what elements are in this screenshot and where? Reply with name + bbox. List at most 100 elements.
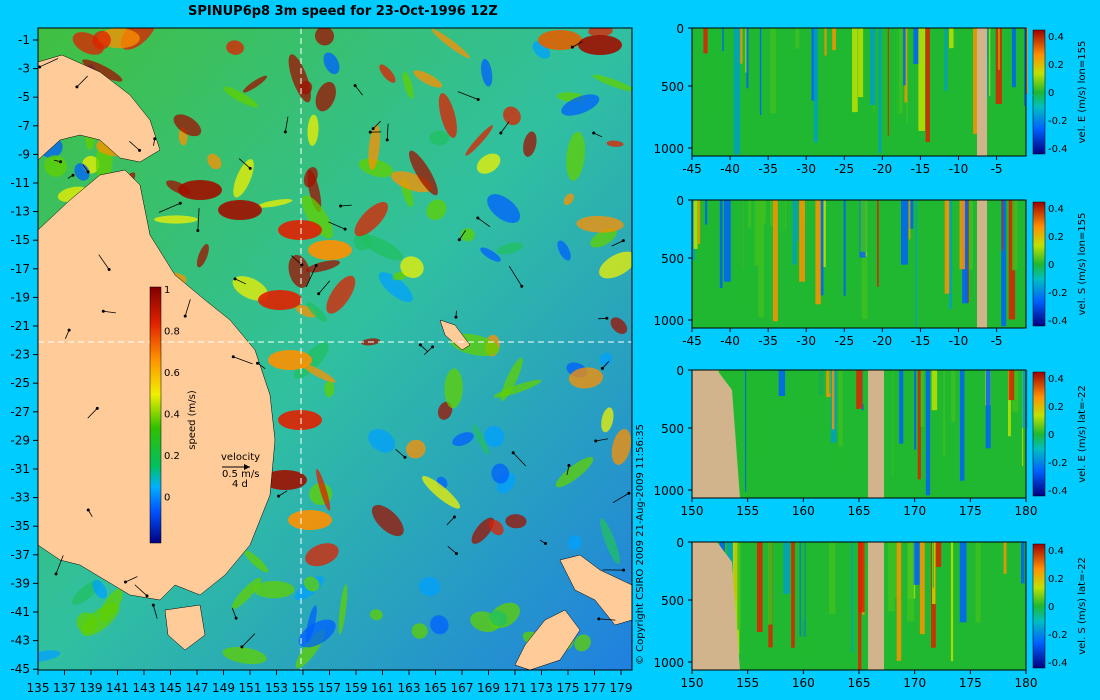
speed-eddy (371, 504, 404, 537)
section-stripe (1007, 370, 1011, 437)
velocity-vector (566, 465, 570, 476)
colorbar-ticks: 1 0.8 0.6 0.4 0.2 0 (164, 285, 180, 504)
speed-eddy (306, 302, 327, 323)
section-stripe (732, 542, 740, 655)
velocity-vector-head (385, 138, 389, 142)
speed-eddy (315, 81, 336, 112)
section-land (868, 370, 884, 498)
speed-eddy (81, 603, 120, 637)
speed-core (538, 30, 582, 50)
velocity-vector-head (597, 617, 601, 621)
velocity-vector-head (499, 131, 503, 135)
section-colorbar-tick-label: 0.4 (1048, 374, 1064, 385)
depth-tick-label: 1000 (653, 484, 684, 498)
section-stripe (969, 28, 972, 153)
speed-eddy (326, 275, 356, 314)
section-stripe (852, 28, 858, 113)
velocity-vector-head (95, 406, 99, 410)
speed-eddy (223, 86, 258, 108)
section-stripe (892, 370, 894, 476)
lon-tick-label: 173 (530, 681, 553, 695)
velocity-vector (328, 221, 346, 230)
section-land (868, 542, 884, 670)
lon-tick-label: 169 (477, 681, 500, 695)
velocity-vector (158, 202, 181, 213)
section-x-tick-label: -35 (758, 162, 778, 176)
section-stripe (693, 200, 698, 249)
section-stripe (851, 542, 854, 653)
speed-eddy (378, 272, 413, 303)
section-stripe (896, 542, 902, 661)
velocity-vector-head (38, 65, 42, 69)
land-new-zealand-north (559, 554, 632, 626)
section-stripe (887, 542, 895, 612)
velocity-vector (291, 255, 303, 265)
velocity-vector (447, 545, 457, 554)
speed-core (268, 350, 312, 370)
section-land (692, 542, 740, 670)
speed-eddy (74, 163, 90, 181)
lat-tick-label: -27 (10, 405, 30, 419)
lat-tick-label: -21 (10, 319, 30, 333)
section-colorbar (1032, 543, 1046, 669)
section-stripe (861, 200, 868, 319)
speed-eddy (231, 577, 262, 610)
speed-core (178, 180, 222, 200)
section-x-tick-label: 175 (959, 676, 982, 690)
speed-eddy (82, 59, 123, 82)
velocity-vector-head (622, 568, 626, 572)
speed-core (288, 510, 332, 530)
depth-tick-label: 500 (661, 594, 684, 608)
velocity-vector-head (455, 552, 459, 556)
depth-tick-label: 1000 (653, 656, 684, 670)
lat-tick-label: -29 (10, 433, 30, 447)
velocity-vector-head (196, 228, 200, 232)
velocity-vector (420, 344, 429, 353)
section-colorbar (1032, 29, 1046, 155)
lat-tick-label: -37 (10, 548, 30, 562)
section-stripe (925, 28, 930, 142)
section-stripe (753, 542, 757, 651)
section-stripe (1001, 200, 1003, 251)
speed-eddy (611, 428, 632, 465)
speed-eddy (460, 228, 475, 242)
lat-tick-label: -3 (18, 62, 30, 76)
speed-eddy (484, 425, 505, 448)
section-stripe (1012, 370, 1019, 412)
velocity-vector-head (457, 238, 461, 242)
speed-eddy (92, 30, 111, 50)
section-stripe (869, 28, 876, 105)
section-x-tick-label: 160 (792, 504, 815, 518)
section-stripe (1012, 200, 1018, 271)
velocity-vector (125, 576, 138, 583)
speed-eddy (314, 28, 335, 46)
velocity-key-title: velocity (221, 452, 260, 463)
lat-tick-label: -23 (10, 348, 30, 362)
section-x-tick-label: -40 (720, 334, 740, 348)
section-stripe (824, 28, 827, 56)
section-colorbar-tick-label: 0.2 (1048, 402, 1064, 413)
velocity-vector (612, 492, 630, 504)
section-stripe (1021, 542, 1025, 584)
section-ylabel: vel. E (m/s) lat=-22 (1077, 385, 1088, 483)
speed-eddy (500, 357, 523, 401)
lon-tick-label: 159 (345, 681, 368, 695)
speed-eddy (566, 131, 585, 181)
speed-eddy (472, 424, 489, 456)
velocity-vector-head (86, 170, 90, 174)
velocity-vector (423, 346, 433, 356)
section-stripe (906, 28, 909, 123)
speed-eddy (354, 201, 388, 237)
section-x-tick-label: 180 (1015, 676, 1038, 690)
copyright-text: © Copyright CSIRO 2009 21-Aug-2009 11:56… (635, 424, 646, 665)
velocity-vector-head (511, 451, 515, 455)
section-x-tick-label: -30 (796, 162, 816, 176)
section-stripe (745, 28, 748, 73)
speed-eddy (487, 194, 521, 223)
speed-core (308, 240, 352, 260)
velocity-vector-head (600, 366, 604, 370)
velocity-vector-head (570, 45, 574, 49)
land-new-guinea (38, 54, 161, 163)
section-colorbar-tick-label: -0.2 (1048, 458, 1068, 469)
section-x-tick-label: -40 (720, 162, 740, 176)
